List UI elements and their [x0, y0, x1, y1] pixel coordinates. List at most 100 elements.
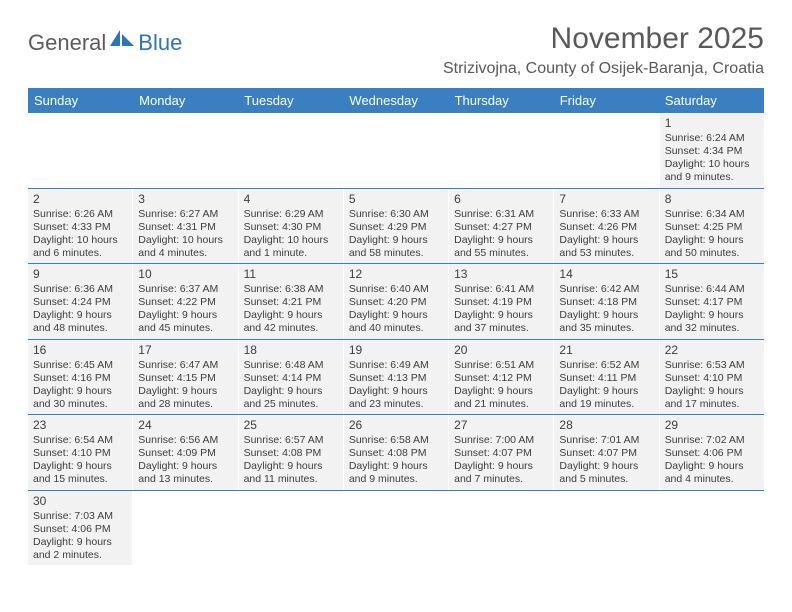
sunrise-text: Sunrise: 6:40 AM: [349, 283, 443, 296]
sunset-text: Sunset: 4:18 PM: [559, 296, 653, 309]
daylight-text: and 6 minutes.: [33, 247, 127, 260]
daylight-text: and 35 minutes.: [559, 322, 653, 335]
day-number: 5: [349, 192, 443, 207]
day-number: 26: [349, 418, 443, 433]
sunrise-text: Sunrise: 6:49 AM: [349, 359, 443, 372]
sunrise-text: Sunrise: 6:27 AM: [138, 208, 232, 221]
daylight-text: Daylight: 9 hours: [454, 234, 548, 247]
daylight-text: Daylight: 9 hours: [33, 385, 127, 398]
sunrise-text: Sunrise: 6:57 AM: [244, 434, 338, 447]
calendar-cell-empty: [133, 113, 238, 188]
daylight-text: and 4 minutes.: [138, 247, 232, 260]
calendar-cell: 12 Sunrise: 6:40 AM Sunset: 4:20 PM Dayl…: [344, 264, 449, 339]
daylight-text: Daylight: 9 hours: [454, 309, 548, 322]
sunset-text: Sunset: 4:20 PM: [349, 296, 443, 309]
day-number: 18: [244, 343, 338, 358]
sunrise-text: Sunrise: 7:00 AM: [454, 434, 548, 447]
daylight-text: and 32 minutes.: [665, 322, 759, 335]
daylight-text: Daylight: 9 hours: [138, 309, 232, 322]
daylight-text: and 5 minutes.: [559, 473, 653, 486]
sunset-text: Sunset: 4:07 PM: [454, 447, 548, 460]
calendar-cell: 6 Sunrise: 6:31 AM Sunset: 4:27 PM Dayli…: [449, 189, 554, 264]
calendar-cell: 25 Sunrise: 6:57 AM Sunset: 4:08 PM Dayl…: [239, 415, 344, 490]
daylight-text: and 19 minutes.: [559, 398, 653, 411]
daylight-text: Daylight: 9 hours: [33, 536, 127, 549]
sunrise-text: Sunrise: 6:52 AM: [559, 359, 653, 372]
week-row: 30 Sunrise: 7:03 AM Sunset: 4:06 PM Dayl…: [28, 491, 764, 566]
sunset-text: Sunset: 4:30 PM: [244, 221, 338, 234]
title-block: November 2025 Strizivojna, County of Osi…: [443, 22, 764, 78]
dayname-tue: Tuesday: [238, 88, 343, 113]
sunset-text: Sunset: 4:07 PM: [559, 447, 653, 460]
daylight-text: and 48 minutes.: [33, 322, 127, 335]
calendar-cell: 8 Sunrise: 6:34 AM Sunset: 4:25 PM Dayli…: [660, 189, 764, 264]
week-row: 23 Sunrise: 6:54 AM Sunset: 4:10 PM Dayl…: [28, 415, 764, 491]
calendar-cell: 22 Sunrise: 6:53 AM Sunset: 4:10 PM Dayl…: [660, 340, 764, 415]
sunset-text: Sunset: 4:13 PM: [349, 372, 443, 385]
calendar-cell-empty: [344, 113, 449, 188]
calendar-cell: 26 Sunrise: 6:58 AM Sunset: 4:08 PM Dayl…: [344, 415, 449, 490]
week-row: 2 Sunrise: 6:26 AM Sunset: 4:33 PM Dayli…: [28, 189, 764, 265]
daylight-text: Daylight: 9 hours: [349, 460, 443, 473]
sunset-text: Sunset: 4:34 PM: [665, 145, 759, 158]
daylight-text: Daylight: 9 hours: [665, 460, 759, 473]
daylight-text: Daylight: 9 hours: [349, 385, 443, 398]
day-number: 25: [244, 418, 338, 433]
calendar: Sunday Monday Tuesday Wednesday Thursday…: [28, 88, 764, 565]
sunrise-text: Sunrise: 6:30 AM: [349, 208, 443, 221]
daylight-text: and 55 minutes.: [454, 247, 548, 260]
day-number: 6: [454, 192, 548, 207]
sunset-text: Sunset: 4:27 PM: [454, 221, 548, 234]
sunrise-text: Sunrise: 6:42 AM: [559, 283, 653, 296]
calendar-cell: 3 Sunrise: 6:27 AM Sunset: 4:31 PM Dayli…: [133, 189, 238, 264]
sunrise-text: Sunrise: 6:26 AM: [33, 208, 127, 221]
daylight-text: Daylight: 10 hours: [138, 234, 232, 247]
day-number: 29: [665, 418, 759, 433]
calendar-cell: 13 Sunrise: 6:41 AM Sunset: 4:19 PM Dayl…: [449, 264, 554, 339]
calendar-cell: 7 Sunrise: 6:33 AM Sunset: 4:26 PM Dayli…: [554, 189, 659, 264]
daylight-text: Daylight: 9 hours: [454, 385, 548, 398]
week-row: 16 Sunrise: 6:45 AM Sunset: 4:16 PM Dayl…: [28, 340, 764, 416]
sunset-text: Sunset: 4:14 PM: [244, 372, 338, 385]
daylight-text: Daylight: 10 hours: [244, 234, 338, 247]
day-number: 22: [665, 343, 759, 358]
day-number: 16: [33, 343, 127, 358]
day-number: 7: [559, 192, 653, 207]
sunset-text: Sunset: 4:29 PM: [349, 221, 443, 234]
sunrise-text: Sunrise: 6:29 AM: [244, 208, 338, 221]
day-number: 23: [33, 418, 127, 433]
sunset-text: Sunset: 4:19 PM: [454, 296, 548, 309]
sunset-text: Sunset: 4:08 PM: [349, 447, 443, 460]
daylight-text: and 30 minutes.: [33, 398, 127, 411]
calendar-cell: 9 Sunrise: 6:36 AM Sunset: 4:24 PM Dayli…: [28, 264, 133, 339]
daylight-text: Daylight: 9 hours: [559, 234, 653, 247]
location: Strizivojna, County of Osijek-Baranja, C…: [443, 60, 764, 78]
daylight-text: and 45 minutes.: [138, 322, 232, 335]
daylight-text: and 58 minutes.: [349, 247, 443, 260]
daylight-text: and 37 minutes.: [454, 322, 548, 335]
sunrise-text: Sunrise: 6:47 AM: [138, 359, 232, 372]
sunrise-text: Sunrise: 6:51 AM: [454, 359, 548, 372]
daylight-text: and 9 minutes.: [665, 171, 759, 184]
daylight-text: and 17 minutes.: [665, 398, 759, 411]
dayname-mon: Monday: [133, 88, 238, 113]
day-number: 2: [33, 192, 127, 207]
calendar-cell: 19 Sunrise: 6:49 AM Sunset: 4:13 PM Dayl…: [344, 340, 449, 415]
daylight-text: Daylight: 9 hours: [559, 385, 653, 398]
day-number: 15: [665, 267, 759, 282]
day-number: 30: [33, 494, 127, 509]
calendar-cell-empty: [554, 491, 659, 566]
dayname-thu: Thursday: [449, 88, 554, 113]
sunset-text: Sunset: 4:15 PM: [138, 372, 232, 385]
calendar-cell: 21 Sunrise: 6:52 AM Sunset: 4:11 PM Dayl…: [554, 340, 659, 415]
sunrise-text: Sunrise: 6:37 AM: [138, 283, 232, 296]
calendar-page: General Blue November 2025 Strizivojna, …: [0, 0, 792, 565]
daylight-text: and 25 minutes.: [244, 398, 338, 411]
daylight-text: and 23 minutes.: [349, 398, 443, 411]
sunrise-text: Sunrise: 6:41 AM: [454, 283, 548, 296]
calendar-cell: 5 Sunrise: 6:30 AM Sunset: 4:29 PM Dayli…: [344, 189, 449, 264]
daylight-text: Daylight: 9 hours: [665, 234, 759, 247]
calendar-cell: 23 Sunrise: 6:54 AM Sunset: 4:10 PM Dayl…: [28, 415, 133, 490]
day-number: 11: [244, 267, 338, 282]
sunrise-text: Sunrise: 6:33 AM: [559, 208, 653, 221]
